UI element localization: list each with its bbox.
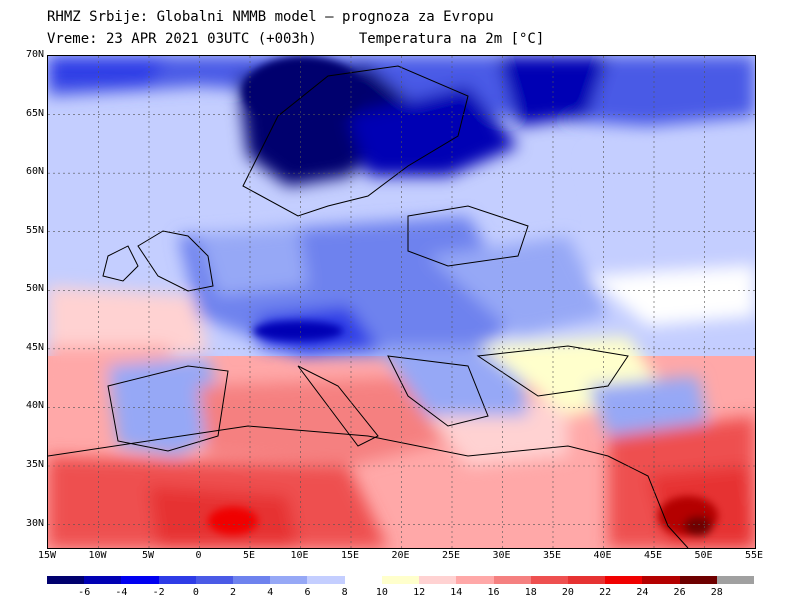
lon-label: 35E xyxy=(542,550,562,561)
colorbar-label: 14 xyxy=(450,587,463,598)
colorbar-segment xyxy=(233,576,271,584)
lat-label: 35N xyxy=(25,459,44,470)
lat-label: 60N xyxy=(25,166,44,178)
colorbar-label: 28 xyxy=(710,587,723,598)
map-canvas xyxy=(48,56,755,548)
colorbar-label: 12 xyxy=(413,587,426,598)
lat-label: 40N xyxy=(25,400,44,412)
lon-label: 5W xyxy=(141,550,155,561)
colorbar-label: 26 xyxy=(673,587,686,598)
colorbar-segment xyxy=(679,576,718,584)
colorbar-segment xyxy=(270,576,308,584)
colorbar-segment xyxy=(642,576,681,584)
lat-label: 65N xyxy=(25,107,44,119)
lon-label: 5E xyxy=(242,550,256,561)
colorbar-label: 16 xyxy=(487,587,500,598)
lon-label: 20E xyxy=(391,550,410,561)
temperature-map xyxy=(47,55,756,549)
lon-label: 30E xyxy=(492,550,511,561)
colorbar-label: 20 xyxy=(561,587,574,598)
lat-label: 50N xyxy=(25,283,44,295)
lon-label: 50E xyxy=(694,550,713,561)
colorbar-segment xyxy=(307,576,346,584)
colorbar-segment xyxy=(456,576,495,584)
colorbar-label: 24 xyxy=(636,587,649,598)
lon-label: 55E xyxy=(744,550,764,561)
colorbar-segment xyxy=(419,576,457,584)
coastlines xyxy=(48,65,689,548)
colorbar-segment xyxy=(47,576,85,584)
colorbar-label: -4 xyxy=(115,587,128,598)
lat-label: 55N xyxy=(25,224,44,236)
colorbar-segment xyxy=(716,576,755,584)
colorbar-segment xyxy=(530,576,569,584)
lon-label: 0 xyxy=(195,550,202,561)
colorbar-segment xyxy=(195,576,234,584)
lon-label: 25E xyxy=(441,550,461,561)
colorbar-segment xyxy=(381,576,420,584)
colorbar-segment xyxy=(84,576,122,584)
lat-label: 45N xyxy=(25,341,44,353)
lon-label: 10W xyxy=(88,550,107,561)
lon-label: 45E xyxy=(643,550,663,561)
lat-label: 30N xyxy=(25,517,44,529)
colorbar-segment xyxy=(158,576,197,584)
colorbar-label: 6 xyxy=(304,587,311,598)
lon-label: 15W xyxy=(37,550,57,561)
colorbar-segment xyxy=(344,576,383,584)
colorbar-label: 8 xyxy=(341,587,348,598)
colorbar-segment xyxy=(121,576,160,584)
colorbar-label: 0 xyxy=(192,587,199,598)
lon-label: 40E xyxy=(593,550,612,561)
colorbar-label: 22 xyxy=(599,587,612,598)
colorbar-segment xyxy=(605,576,643,584)
colorbar-label: -2 xyxy=(152,587,165,598)
colorbar-segment xyxy=(493,576,532,584)
colorbar xyxy=(47,576,755,584)
lon-label: 15E xyxy=(340,550,360,561)
map-title: RHMZ Srbije: Globalni NMMB model — progn… xyxy=(47,9,494,25)
map-subtitle: Vreme: 23 APR 2021 03UTC (+003h) Tempera… xyxy=(47,31,545,47)
colorbar-label: 2 xyxy=(230,587,237,598)
colorbar-label: 4 xyxy=(267,587,274,598)
lat-label: 70N xyxy=(25,49,44,60)
gridlines xyxy=(48,56,755,548)
colorbar-label: 18 xyxy=(524,587,537,598)
colorbar-label: 10 xyxy=(375,587,388,598)
colorbar-label: -6 xyxy=(78,587,91,598)
hot-spots xyxy=(208,56,718,536)
lon-label: 10E xyxy=(290,550,309,561)
colorbar-segment xyxy=(567,576,606,584)
